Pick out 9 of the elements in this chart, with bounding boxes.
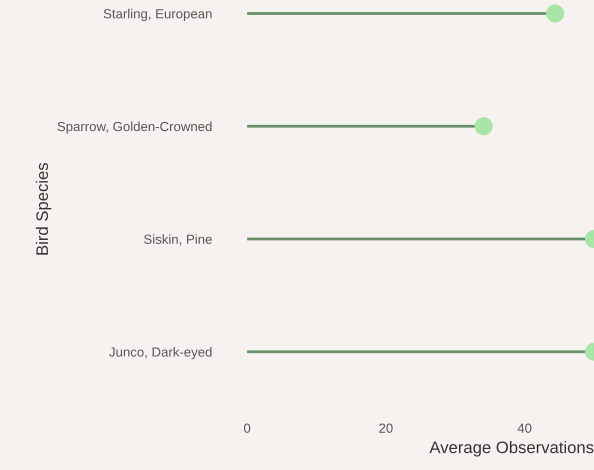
x-tick-label: 0 (244, 424, 250, 433)
y-tick-label: Starling, European (104, 8, 212, 22)
x-tick-label: 40 (518, 424, 532, 433)
y-axis-title: Bird Species (36, 162, 52, 255)
x-axis-title: Average Observations (429, 441, 594, 457)
y-tick-label: Siskin, Pine (144, 234, 212, 246)
y-tick-label: Sparrow, Golden-Crowned (58, 122, 212, 134)
x-tick-label: 20 (379, 424, 393, 433)
y-tick-label: Junco, Dark-eyed (109, 346, 212, 360)
